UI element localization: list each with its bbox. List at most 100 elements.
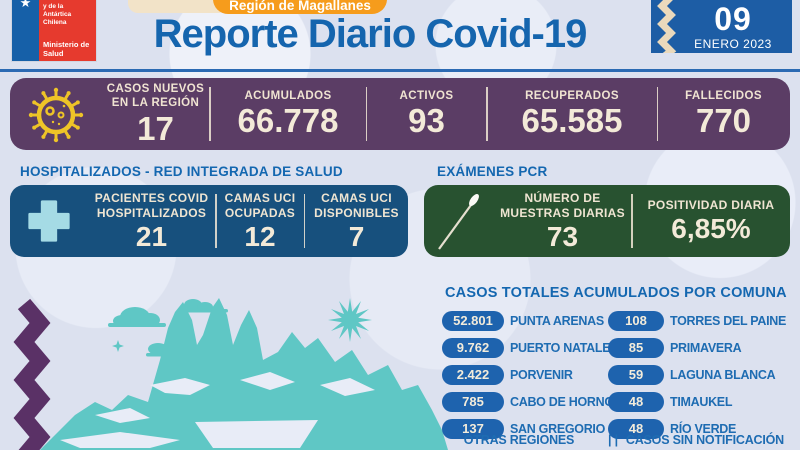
box-value: 21 [135, 220, 168, 252]
logo-flag-red: y de la Antártica Chilena Ministerio de … [39, 0, 96, 61]
box-label: PACIENTES COVID HOSPITALIZADOS [94, 190, 209, 220]
comunas-right-column: 108 TORRES DEL PAINE 85 PRIMAVERA 59 LAG… [608, 311, 800, 446]
comuna-name: PRIMAVERA [670, 341, 742, 355]
box-label: POSITIVIDAD DIARIA [647, 198, 775, 213]
virus-iconbox [10, 84, 102, 144]
divider [656, 87, 658, 141]
sun-icon [328, 298, 372, 342]
stat-label: FALLECIDOS [685, 89, 762, 102]
comuna-name: PORVENIR [510, 368, 573, 382]
comunas-left-column: 52.801 PUNTA ARENAS 9.762 PUERTO NATALES… [442, 311, 622, 446]
banner-backdrop [128, 0, 228, 13]
comuna-row: 48 TIMAUKEL [608, 392, 800, 412]
swab-icon [438, 193, 479, 250]
divider [631, 194, 633, 248]
zigzag-ribbon [13, 298, 51, 450]
date-badge: 09 ENERO 2023 [651, 0, 792, 53]
comuna-count-badge: 52.801 [442, 311, 504, 331]
comuna-count-badge: 785 [442, 392, 504, 412]
box-label: CAMAS UCI DISPONIBLES [314, 190, 399, 220]
comuna-count-badge: 108 [608, 311, 664, 331]
pcr-box: NÚMERO DE MUESTRAS DIARIAS 73 POSITIVIDA… [424, 185, 790, 257]
pcr-stat-positividad: POSITIVIDAD DIARIA 6,85% [633, 185, 790, 257]
virus-icon [28, 87, 84, 143]
stat-acumulados: ACUMULADOS 66.778 [211, 78, 366, 150]
footer-casos-sin-notificacion: CASOS SIN NOTIFICACIÓN [625, 433, 784, 447]
stat-label: RECUPERADOS [525, 89, 619, 102]
hospital-stat-pacientes: PACIENTES COVID HOSPITALIZADOS 21 [88, 185, 215, 257]
hospital-stat-uci-disponibles: CAMAS UCI DISPONIBLES 7 [305, 185, 408, 257]
ministry-logo: ★ y de la Antártica Chilena Ministerio d… [12, 0, 96, 61]
stat-label: CASOS NUEVOS EN LA REGIÓN [106, 82, 205, 110]
comuna-name: CABO DE HORNOS [510, 395, 622, 409]
stat-casos-nuevos: CASOS NUEVOS EN LA REGIÓN 17 [102, 78, 209, 150]
comuna-count-badge: 48 [608, 392, 664, 412]
stat-value: 770 [695, 102, 752, 140]
box-value: 7 [348, 220, 365, 252]
divider [486, 87, 488, 141]
flag-star-icon: ★ [19, 0, 32, 10]
comuna-row: 137 SAN GREGORIO [442, 419, 606, 439]
comuna-row: 59 LAGUNA BLANCA [608, 365, 800, 385]
date-month-year: ENERO 2023 [694, 36, 772, 51]
swab-iconbox [424, 187, 494, 255]
hospitalized-section-title: HOSPITALIZADOS - RED INTEGRADA DE SALUD [20, 164, 343, 179]
comuna-row: 2.422 PORVENIR [442, 365, 606, 385]
comuna-name: TIMAUKEL [670, 395, 733, 409]
summary-stats-bar: CASOS NUEVOS EN LA REGIÓN 17 ACUMULADOS … [10, 78, 790, 150]
divider [303, 194, 305, 248]
comuna-row: 9.762 PUERTO NATALES [442, 338, 619, 358]
logo-flag-blue: ★ [12, 0, 39, 61]
stat-recuperados: RECUPERADOS 65.585 [488, 78, 657, 150]
date-ribbon-icon [657, 0, 677, 53]
footer-separator: | | [608, 433, 618, 447]
comunas-footer: OTRAS REGIONES | | CASOS SIN NOTIFICACIÓ… [444, 433, 798, 447]
comuna-row: 48 RÍO VERDE [608, 419, 800, 439]
comuna-row: 785 CABO DE HORNOS [442, 392, 622, 412]
comuna-row: 85 PRIMAVERA [608, 338, 800, 358]
comunas-title: CASOS TOTALES ACUMULADOS POR COMUNA [445, 285, 787, 301]
comuna-name: TORRES DEL PAINE [670, 314, 787, 328]
box-label: CAMAS UCI OCUPADAS [224, 190, 296, 220]
page-title: Reporte Diario Covid-19 [153, 12, 588, 56]
snow-patches [60, 372, 375, 448]
divider [365, 87, 367, 141]
comuna-row: 108 TORRES DEL PAINE [608, 311, 800, 331]
comuna-name: RÍO VERDE [670, 422, 737, 436]
comuna-count-badge: 9.762 [442, 338, 504, 358]
mountain-range [40, 298, 448, 450]
stat-label: ACTIVOS [399, 89, 454, 102]
box-label: NÚMERO DE MUESTRAS DIARIAS [500, 190, 625, 220]
stat-value: 17 [137, 109, 174, 147]
stat-fallecidos: FALLECIDOS 770 [658, 78, 789, 150]
region-banner: Región de Magallanes [213, 0, 387, 14]
divider [209, 87, 211, 141]
comuna-row: 52.801 PUNTA ARENAS [442, 311, 606, 331]
box-value: 12 [244, 220, 276, 252]
comuna-name: LAGUNA BLANCA [670, 368, 776, 382]
comuna-count-badge: 85 [608, 338, 664, 358]
comuna-name: SAN GREGORIO [510, 422, 606, 436]
hospital-stat-uci-ocupadas: CAMAS UCI OCUPADAS 12 [217, 185, 304, 257]
comuna-count-badge: 137 [442, 419, 504, 439]
stat-value: 93 [408, 102, 445, 140]
comuna-count-badge: 2.422 [442, 365, 504, 385]
date-day: 09 [714, 0, 752, 37]
medical-cross-icon [28, 200, 70, 242]
star-icon [112, 340, 124, 352]
mountains-illustration [13, 298, 448, 450]
pcr-section-title: EXÁMENES PCR [437, 164, 548, 179]
stat-label: ACUMULADOS [244, 89, 332, 102]
divider [215, 194, 217, 248]
comuna-name: PUNTA ARENAS [510, 314, 604, 328]
stat-activos: ACTIVOS 93 [367, 78, 486, 150]
footer-otras-regiones: OTRAS REGIONES [463, 433, 575, 447]
date-text: 09 ENERO 2023 [680, 3, 792, 51]
hospitalized-box: PACIENTES COVID HOSPITALIZADOS 21 CAMAS … [10, 185, 408, 257]
comuna-name: PUERTO NATALES [510, 341, 619, 355]
stat-value: 66.778 [237, 102, 339, 140]
header-divider [0, 69, 800, 72]
comuna-count-badge: 48 [608, 419, 664, 439]
stat-value: 65.585 [521, 102, 623, 140]
